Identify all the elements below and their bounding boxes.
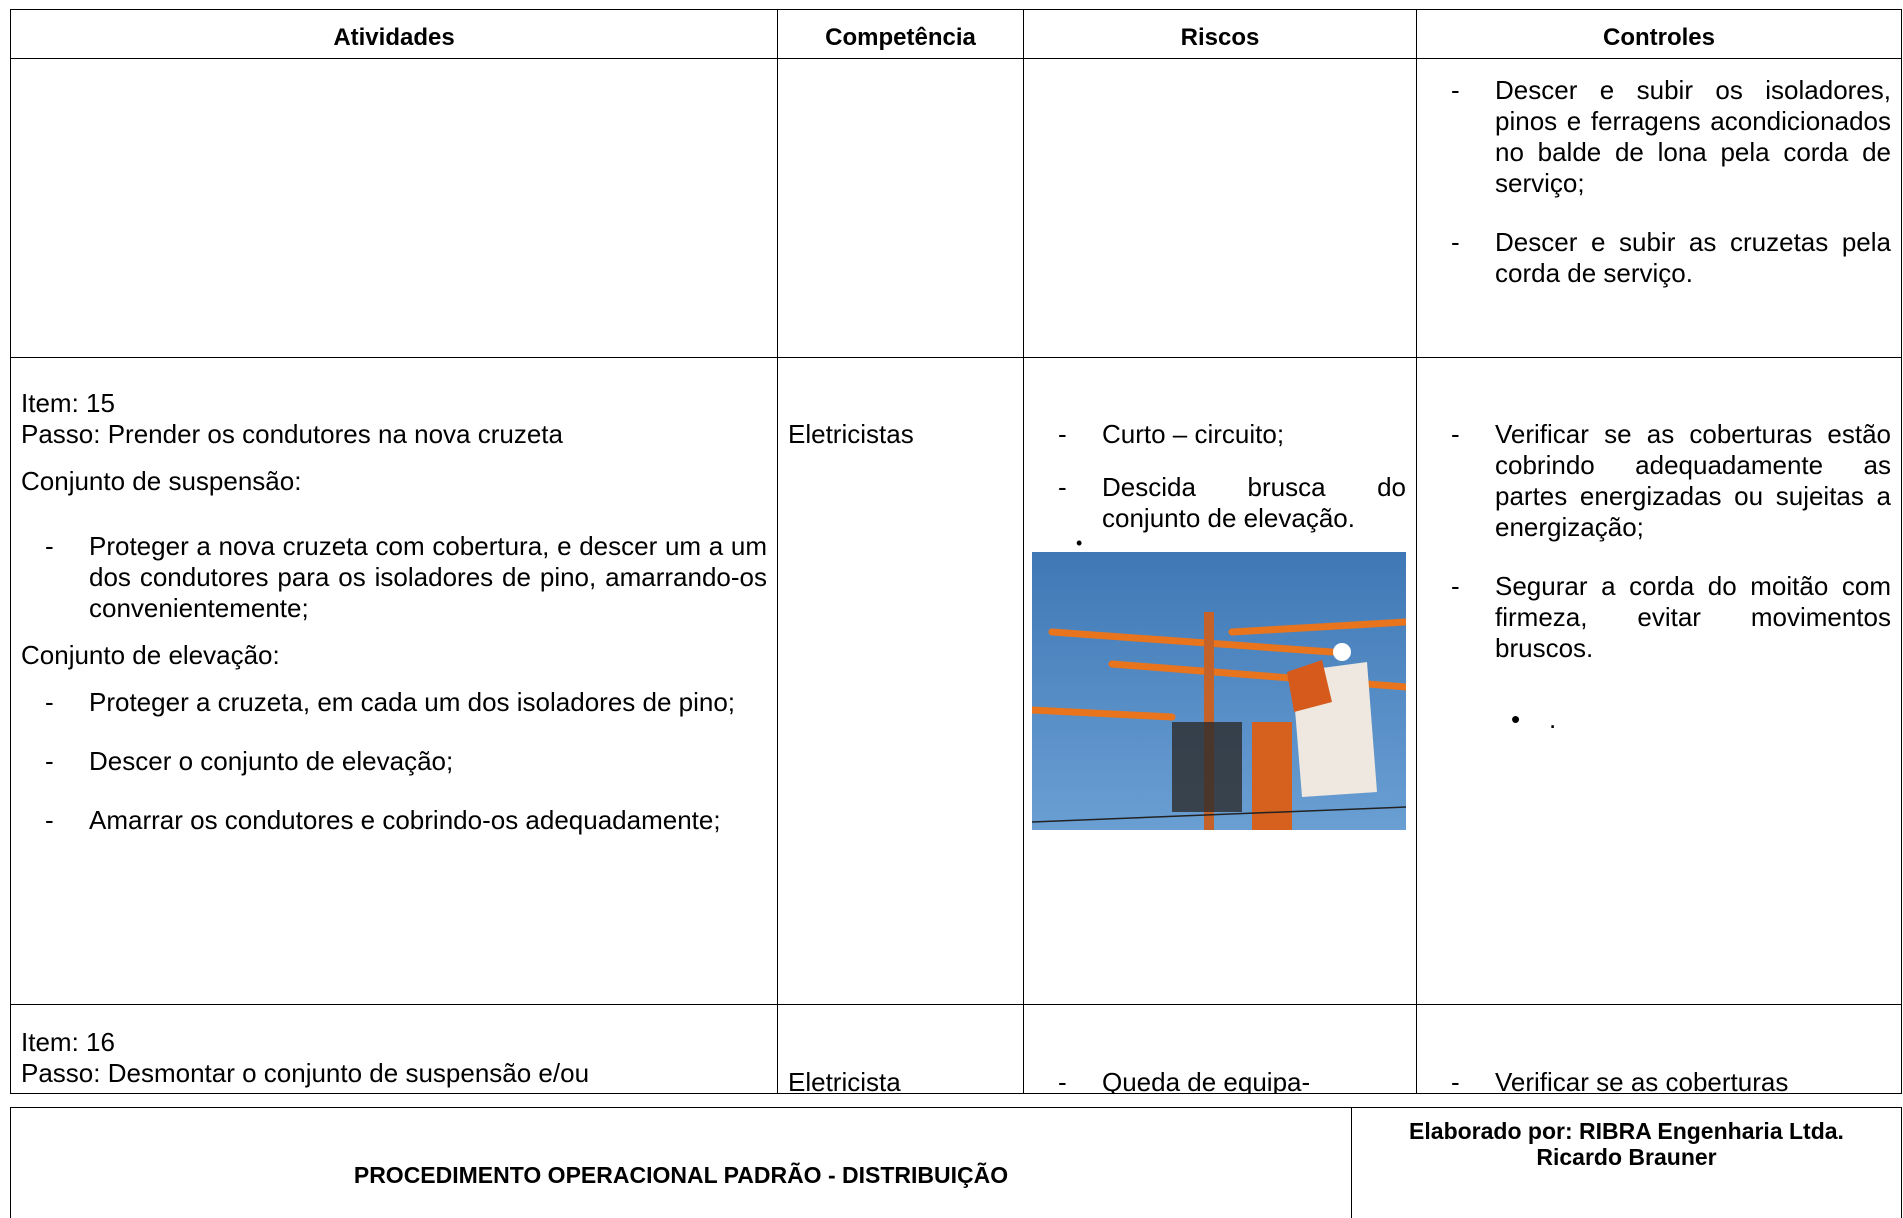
list-item: Proteger a nova cruzeta com cobertura, e… [21, 531, 767, 624]
list-item: Verificar se as coberturas [1427, 1067, 1891, 1093]
cell: Verificar se as coberturas [1416, 1004, 1902, 1094]
section-title: Conjunto de elevação: [21, 640, 280, 670]
competence: Eletricista [788, 1067, 901, 1094]
list-item: Descer o conjunto de elevação; [21, 746, 767, 777]
header-cell: Controles [1416, 9, 1902, 59]
list-item: Amarrar os condutores e cobrindo-os adeq… [21, 805, 767, 836]
cell: Verificar se as coberturas estão cobrind… [1416, 357, 1902, 1005]
bullet: • [1076, 533, 1083, 553]
cell: Curto – circuito; Descida brusca do conj… [1023, 357, 1417, 1005]
footer-title: PROCEDIMENTO OPERACIONAL PADRÃO - DISTRI… [10, 1107, 1352, 1218]
bullet-text: . [1549, 704, 1557, 734]
cell: Queda de equipa- [1023, 1004, 1417, 1094]
cell: Eletricistas [777, 357, 1024, 1005]
cell: Item: 15 Passo: Prender os condutores na… [10, 357, 778, 1005]
cell [10, 58, 778, 358]
header-cell: Riscos [1023, 9, 1417, 59]
list-item: Descer e subir os isoladores, pinos e fe… [1427, 75, 1891, 199]
list-item: Descida brusca do conjunto de elevação. [1034, 472, 1406, 534]
cell [777, 58, 1024, 358]
competence: Eletricistas [788, 419, 914, 449]
step-label: Passo: Prender os condutores na nova cru… [21, 419, 563, 449]
cell [1023, 58, 1417, 358]
cell: Item: 16 Passo: Desmontar o conjunto de … [10, 1004, 778, 1094]
header-cell: Atividades [10, 9, 778, 59]
list-item: Segurar a corda do moitão com firmeza, e… [1427, 571, 1891, 664]
list-item: Verificar se as coberturas estão cobrind… [1427, 419, 1891, 543]
item-label: Item: 15 [21, 388, 115, 418]
footer-author: Elaborado por: RIBRA Engenharia Ltda. [1409, 1118, 1844, 1144]
cell: Descer e subir os isoladores, pinos e fe… [1416, 58, 1902, 358]
list-item: Descer e subir as cruzetas pela corda de… [1427, 227, 1891, 289]
photo [1032, 552, 1406, 830]
header-cell: Competência [777, 9, 1024, 59]
list-item: Queda de equipa- [1034, 1067, 1406, 1093]
footer-author-box: Elaborado por: RIBRA Engenharia Ltda. Ri… [1351, 1107, 1902, 1218]
footer-name: Ricardo Brauner [1536, 1144, 1717, 1170]
list-item: Proteger a cruzeta, em cada um dos isola… [21, 687, 767, 718]
bullet-item: • . [1511, 704, 1557, 734]
section-title: Conjunto de suspensão: [21, 466, 302, 496]
item-label: Item: 16 [21, 1027, 115, 1057]
cell: Eletricista [777, 1004, 1024, 1094]
step-label: Passo: Desmontar o conjunto de suspensão… [21, 1058, 590, 1088]
list-item: Curto – circuito; [1034, 419, 1406, 450]
